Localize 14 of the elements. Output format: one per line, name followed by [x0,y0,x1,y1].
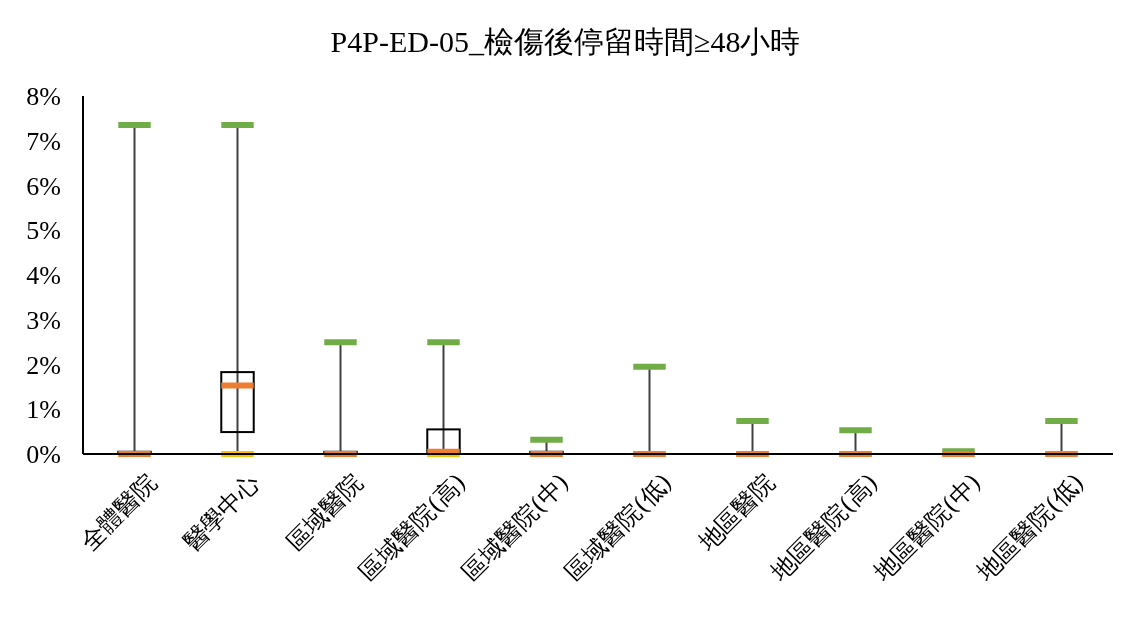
y-tick-label: 1% [26,395,61,425]
y-tick-label: 3% [26,305,61,335]
y-tick-label: 0% [26,440,61,470]
y-tick-label: 5% [26,216,61,246]
x-tick-label: 全體醫院 [74,468,163,556]
y-tick-label: 2% [26,350,61,380]
chart-title: P4P-ED-05_檢傷後停留時間≥48小時 [330,25,801,58]
y-tick-label: 4% [26,261,61,291]
x-tick-label: 地區醫院 [692,468,781,557]
x-tick-label: 區域醫院 [280,468,369,556]
x-tick-label: 醫學中心 [177,468,266,556]
y-tick-label: 8% [26,82,61,112]
y-tick-label: 6% [26,171,61,201]
y-tick-label: 7% [26,126,61,156]
